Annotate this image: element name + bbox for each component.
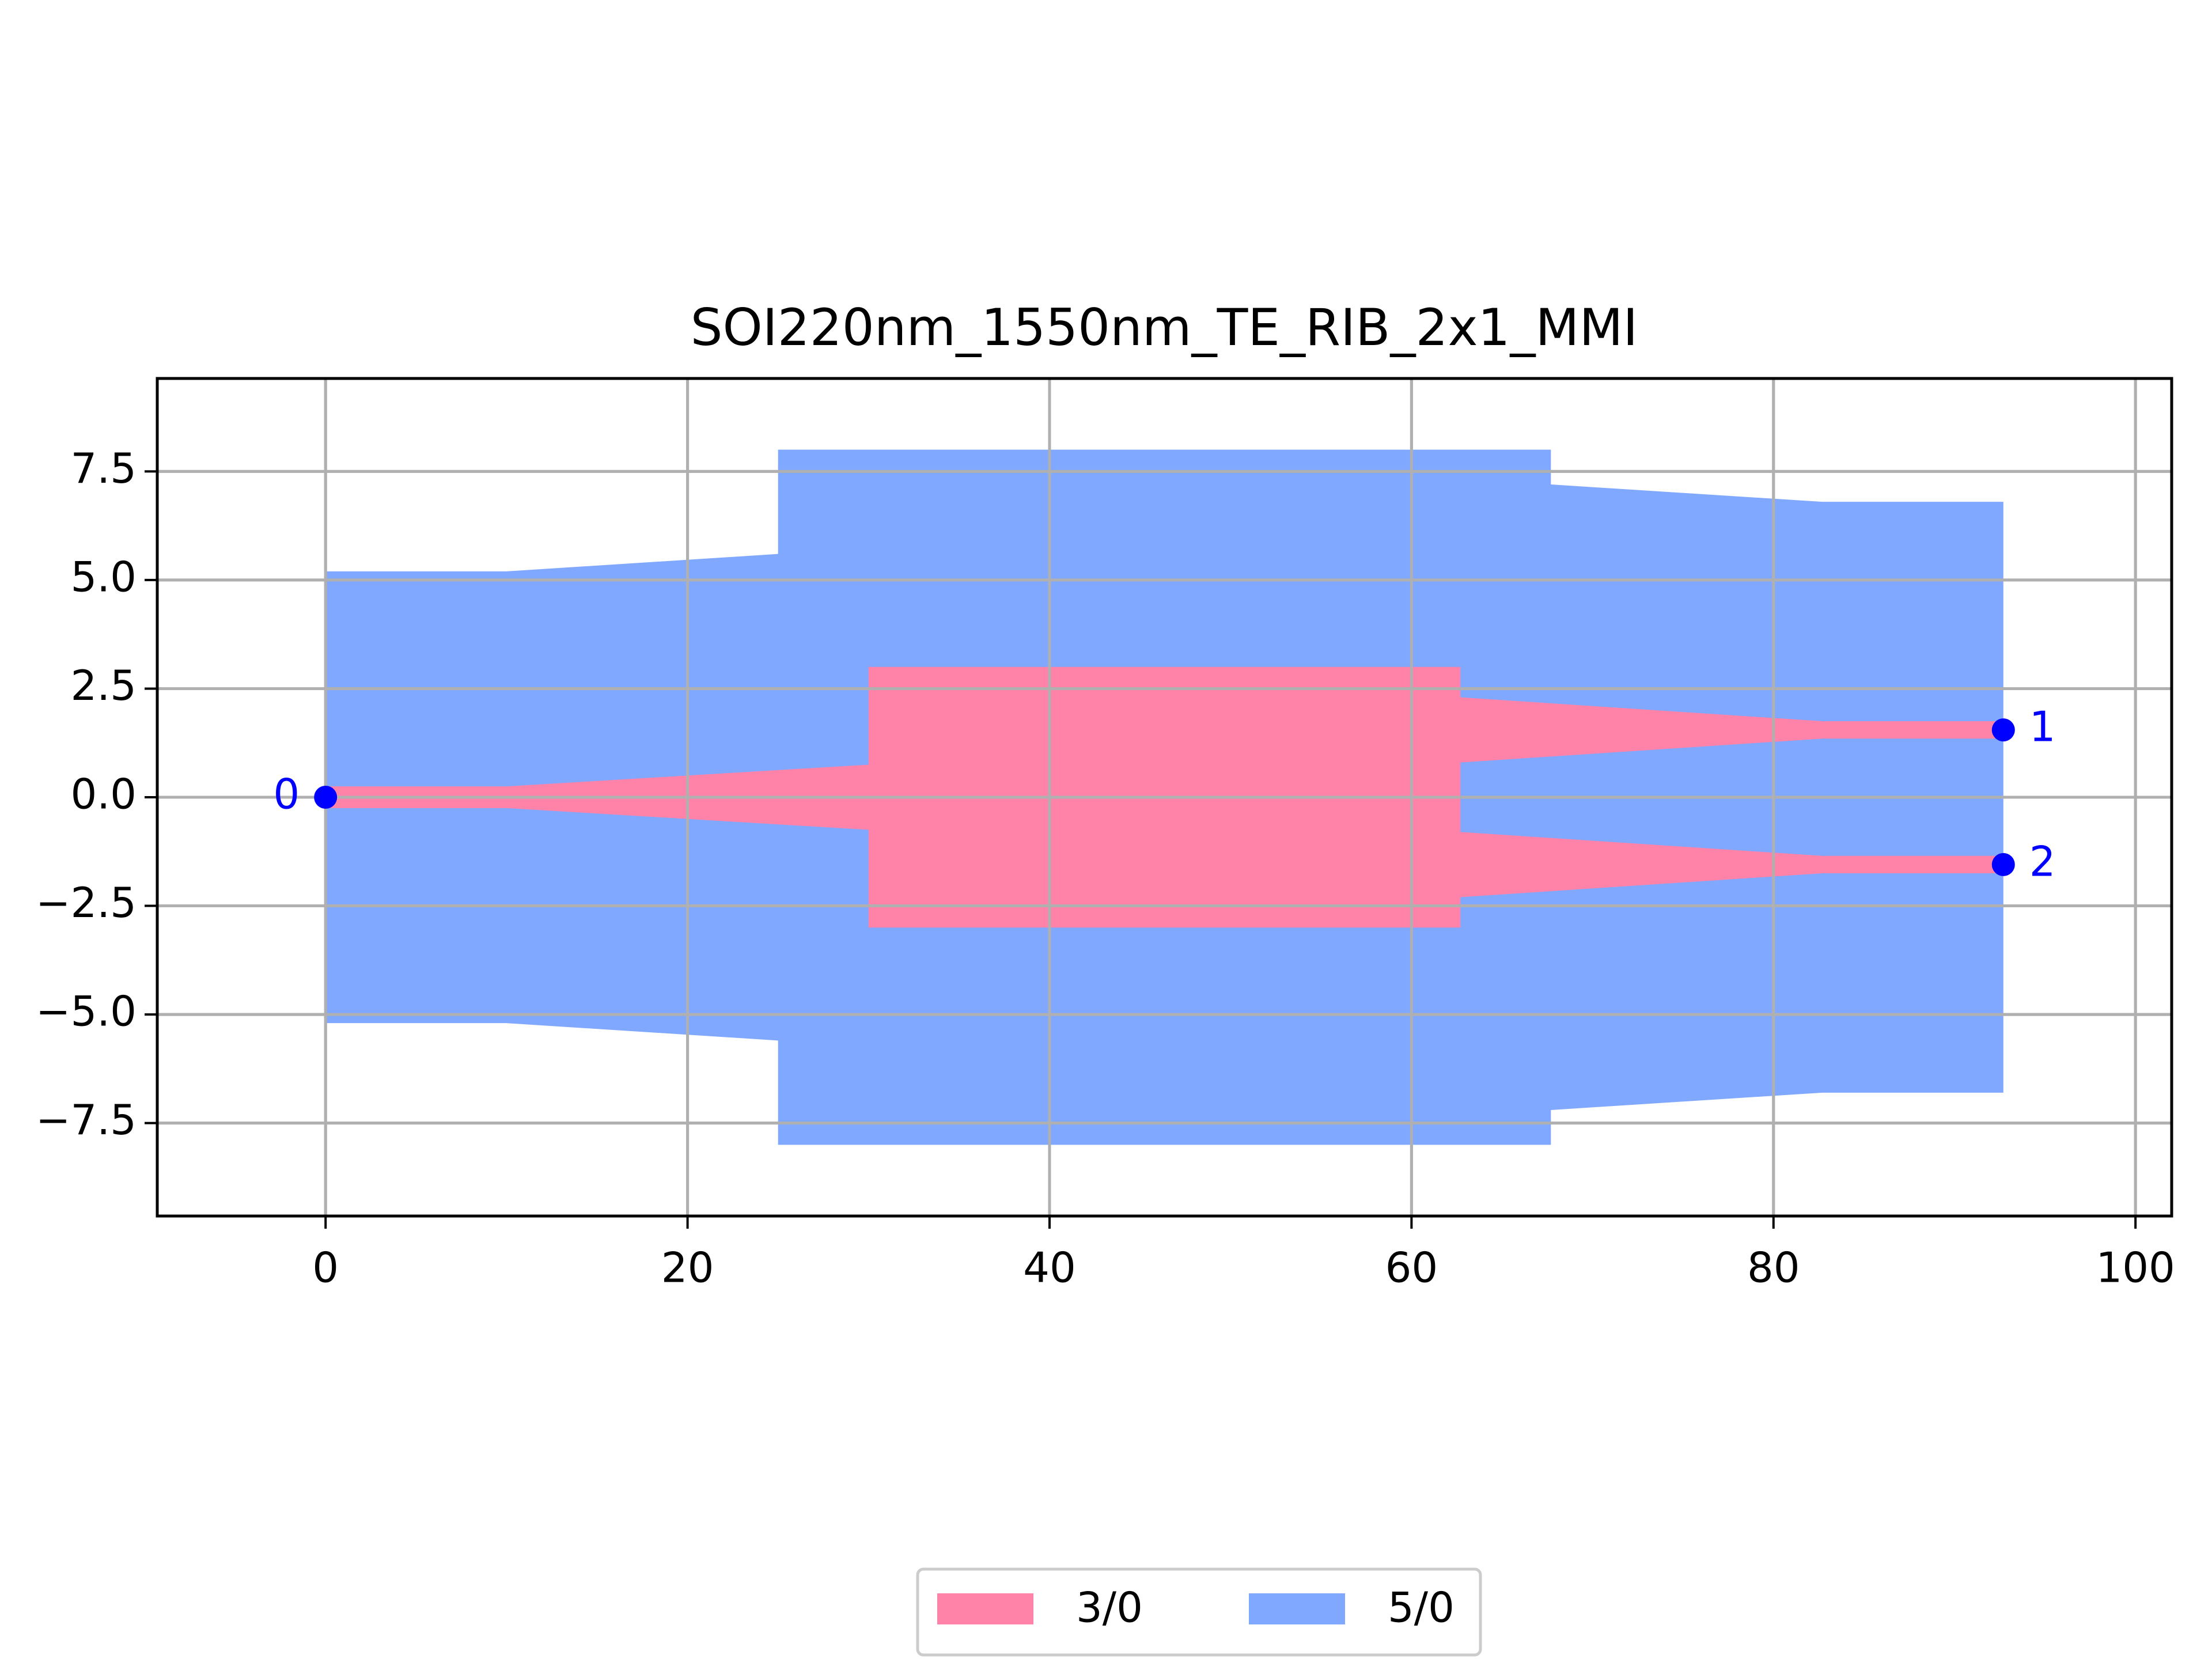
x-tick-label: 60 (1385, 1244, 1438, 1292)
x-tick-label: 80 (1747, 1244, 1800, 1292)
chart-title: SOI220nm_1550nm_TE_RIB_2x1_MMI (691, 298, 1638, 357)
port-label: 0 (273, 770, 300, 819)
port-marker (1991, 718, 2015, 742)
x-tick-label: 20 (661, 1244, 714, 1292)
legend-label: 3/0 (1076, 1584, 1143, 1632)
port-label: 2 (2029, 837, 2056, 885)
y-tick-label: −5.0 (36, 987, 137, 1036)
y-tick-label: −2.5 (36, 878, 137, 927)
plot-frame (156, 377, 2173, 1218)
port-marker (314, 786, 338, 809)
legend-swatch (1249, 1593, 1345, 1624)
port-marker (1991, 853, 2015, 876)
port-label: 1 (2029, 703, 2056, 751)
x-tick-label: 40 (1023, 1244, 1076, 1292)
x-tick-label: 100 (2096, 1244, 2175, 1292)
legend-label: 5/0 (1388, 1584, 1455, 1632)
legend-box (916, 1567, 1482, 1657)
legend-swatch (937, 1593, 1033, 1624)
y-tick-label: 0.0 (70, 770, 137, 819)
x-tick-label: 0 (312, 1244, 339, 1292)
y-tick-label: 2.5 (70, 661, 137, 710)
y-tick-label: 7.5 (70, 444, 137, 493)
y-tick-label: −7.5 (36, 1096, 137, 1144)
y-tick-label: 5.0 (70, 552, 137, 601)
